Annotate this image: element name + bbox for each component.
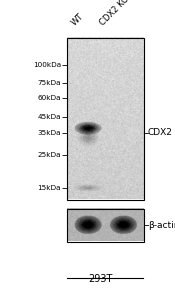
Text: 25kDa: 25kDa bbox=[37, 152, 61, 158]
Text: β-actin: β-actin bbox=[148, 220, 175, 230]
Text: 100kDa: 100kDa bbox=[33, 61, 61, 68]
Bar bbox=[66, 38, 144, 200]
Text: 35kDa: 35kDa bbox=[37, 130, 61, 136]
Text: CDX2: CDX2 bbox=[148, 128, 173, 137]
Text: 75kDa: 75kDa bbox=[37, 80, 61, 86]
Text: 15kDa: 15kDa bbox=[37, 185, 61, 191]
Text: WT: WT bbox=[70, 11, 86, 27]
Text: 293T: 293T bbox=[88, 274, 113, 284]
Text: 60kDa: 60kDa bbox=[37, 95, 61, 101]
Bar bbox=[66, 208, 144, 242]
Text: CDX2 KO: CDX2 KO bbox=[98, 0, 131, 27]
Text: 45kDa: 45kDa bbox=[37, 113, 61, 119]
